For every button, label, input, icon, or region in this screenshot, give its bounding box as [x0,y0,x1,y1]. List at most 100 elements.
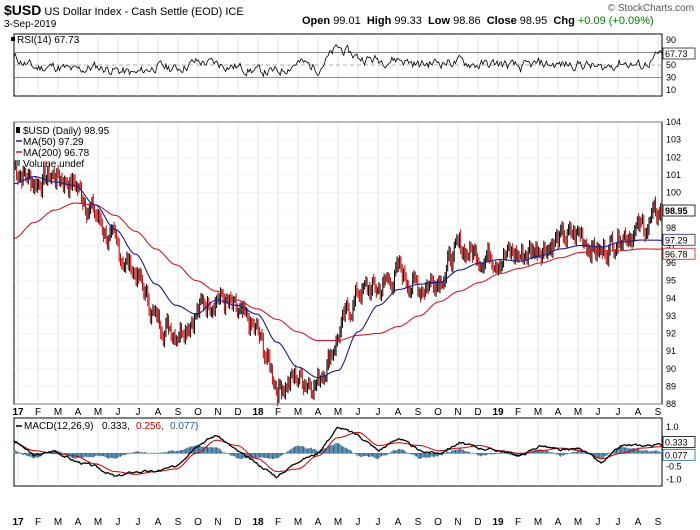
x-axis-label-price: J [136,407,141,418]
price-badge [662,233,696,246]
macd-badge [662,436,696,448]
macd-tick-label: -0.5 [666,461,682,471]
macd-legend-signal: 0.256, [136,421,164,432]
chg-label: Chg [553,15,575,27]
price-tick-label: 93 [666,311,676,321]
x-axis-label-macd: 19 [492,517,504,528]
price-tick-label: 91 [666,346,676,356]
x-axis-label-macd: S [655,517,662,528]
price-badge [662,204,696,217]
macd-badge [662,448,696,461]
x-axis-label-price: M [54,407,62,418]
x-axis-label-price: O [434,407,442,418]
rsi-tick-label: 30 [666,72,676,82]
macd-badge-text: 0.077 [665,450,688,460]
rsi-legend-swatch [11,37,15,41]
x-axis-label-macd: F [515,517,521,528]
price-tick-label: 88 [666,399,676,409]
x-axis-label-macd: J [616,517,621,528]
macd-tick-label: -1.0 [666,474,682,484]
x-axis-label-macd: J [116,517,121,528]
price-tick-label: 100 [666,188,681,198]
x-axis-label-macd: O [434,517,442,528]
x-axis-label-macd: M [574,517,582,528]
security-name: US Dollar Index - Cash Settle (EOD) [44,6,223,18]
ma50-legend: MA(50) 97.29 [23,137,84,148]
x-axis-label-price: M [294,407,302,418]
price-badge-text: 97.29 [665,235,688,245]
x-axis-label-price: J [356,407,361,418]
macd-tick-label: 1.0 [666,422,679,432]
x-axis-label-price: A [75,407,82,418]
low-label: Low [428,15,451,27]
x-axis-label-macd: O [194,517,202,528]
chart-date: 3-Sep-2019 [4,19,57,30]
x-axis-label-macd: F [275,517,281,528]
macd-legend-hist: 0.077) [170,421,198,432]
x-axis-label-price: J [616,407,621,418]
close-label: Close [486,15,517,27]
price-tick-label: 102 [666,152,681,162]
x-axis-label-macd: M [334,517,342,528]
x-axis-label-price: S [655,407,662,418]
open-label: Open [302,15,331,27]
chart-title: $USD US Dollar Index - Cash Settle (EOD)… [4,2,244,18]
ma50-line [13,176,662,379]
rsi-legend: RSI(14) 67.73 [17,35,80,46]
price-tick-label: 103 [666,135,681,145]
symbol: $USD [4,2,42,18]
rsi-line [13,44,663,78]
volume-legend-swatch [16,160,20,166]
price-tick-label: 95 [666,276,676,286]
x-axis-label-price: A [155,407,162,418]
price-tick-label: 92 [666,329,676,339]
x-axis-label-macd: J [596,517,601,528]
x-axis-label-price: 18 [252,407,264,418]
high-value: 99.33 [394,15,422,27]
macd-line [13,426,662,479]
price-badge [662,247,696,260]
x-axis-label-macd: J [376,517,381,528]
ma200-line [13,202,663,342]
price-tick-label: 94 [666,293,676,303]
high-label: High [366,15,392,27]
x-axis-label-price: N [214,407,221,418]
volume-legend: Volume undef [23,159,84,170]
x-axis-label-macd: S [175,517,182,528]
macd-legend-value: 0.333, [102,421,130,432]
rsi-tick-label: 50 [666,60,676,70]
x-axis-label-price: S [415,407,422,418]
x-axis-label-price: 17 [12,407,24,418]
ohlc-summary: Open 99.01 High 99.33 Low 98.86 Close 98… [302,15,654,27]
x-axis-label-price: D [474,407,481,418]
x-axis-label-price: S [175,407,182,418]
x-axis-label-price: J [596,407,601,418]
x-axis-label-macd: A [315,517,322,528]
rsi-tick-label: 10 [666,85,676,95]
x-axis-label-macd: 17 [12,517,24,528]
x-axis-label-macd: A [555,517,562,528]
price-tick-label: 101 [666,170,681,180]
x-axis-label-price: J [116,407,121,418]
x-axis-label-price: M [334,407,342,418]
x-axis-label-macd: F [35,517,41,528]
x-axis-label-price: M [534,407,542,418]
price-tick-label: 98 [666,223,676,233]
x-axis-label-price: A [555,407,562,418]
price-tick-label: 90 [666,364,676,374]
ma200-legend: MA(200) 96.78 [23,148,90,159]
x-axis-label-price: D [234,407,241,418]
price-badge-text: 98.95 [665,206,688,216]
x-axis-label-macd: A [155,517,162,528]
x-axis-label-macd: M [54,517,62,528]
low-value: 98.86 [453,15,481,27]
x-axis-label-macd: J [356,517,361,528]
exchange: ICE [225,6,244,18]
x-axis-label-price: J [376,407,381,418]
x-axis-label-price: A [395,407,402,418]
rsi-value-badge [662,47,696,60]
macd-signal-line [13,431,662,475]
x-axis-label-macd: D [234,517,241,528]
x-axis-label-price: O [194,407,202,418]
